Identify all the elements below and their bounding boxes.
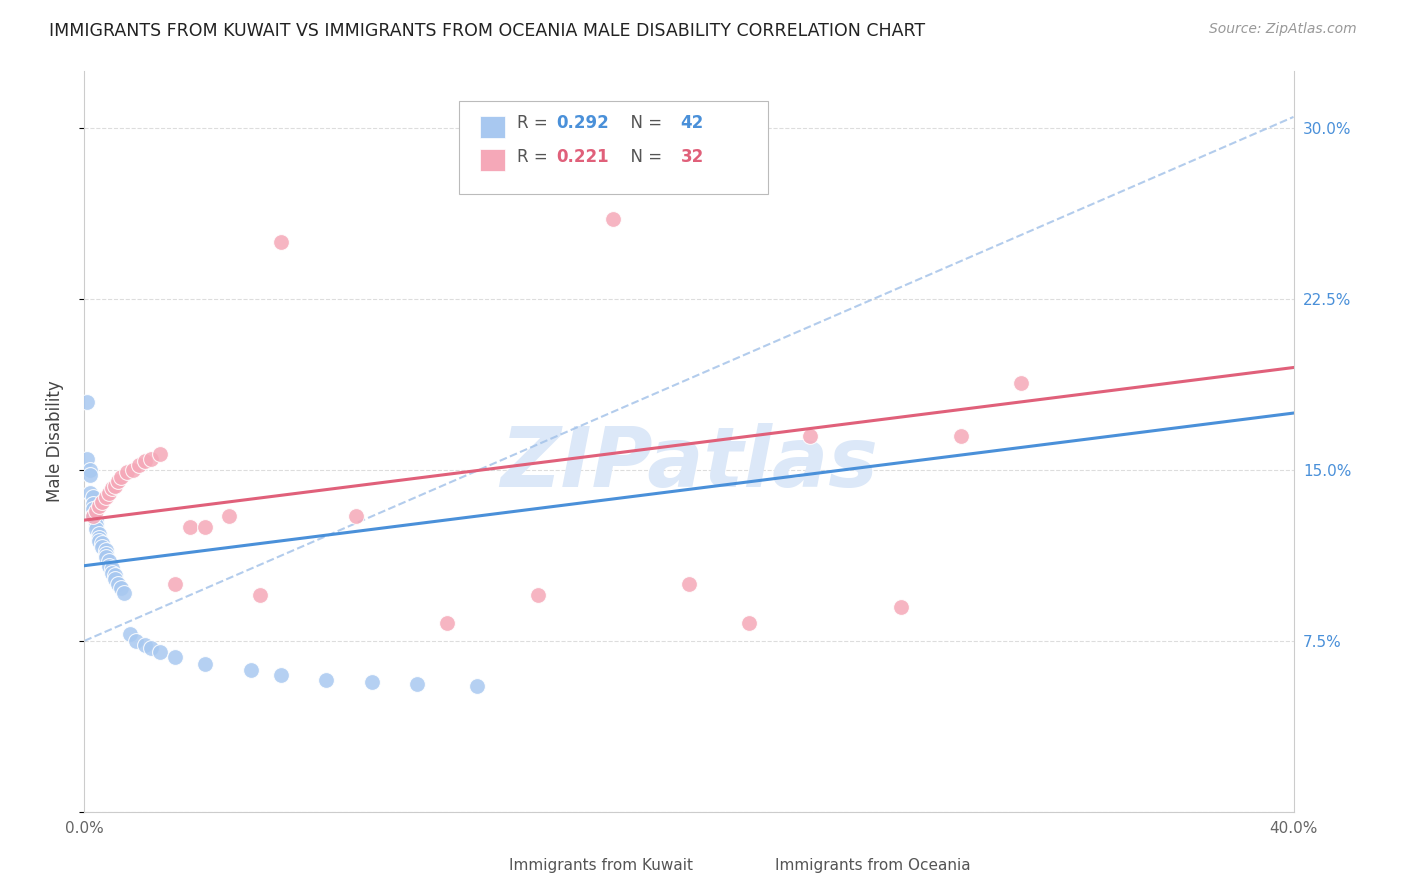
Point bbox=[128, 458, 150, 473]
Point bbox=[79, 467, 101, 482]
Point bbox=[94, 491, 117, 505]
Point bbox=[436, 615, 458, 630]
Text: R =: R = bbox=[517, 114, 553, 132]
Point bbox=[346, 508, 368, 523]
FancyBboxPatch shape bbox=[460, 101, 768, 194]
Point bbox=[194, 657, 217, 671]
Point bbox=[110, 470, 132, 484]
Point bbox=[86, 517, 108, 532]
Point bbox=[97, 558, 120, 573]
Point bbox=[467, 680, 489, 694]
Point bbox=[112, 586, 135, 600]
Point bbox=[104, 567, 127, 582]
Point bbox=[89, 500, 111, 514]
Point bbox=[94, 549, 117, 564]
Point bbox=[239, 664, 262, 678]
Point bbox=[107, 577, 129, 591]
Point bbox=[179, 520, 201, 534]
Point bbox=[100, 566, 122, 580]
Point bbox=[194, 520, 217, 534]
Text: 32: 32 bbox=[681, 147, 704, 166]
Point bbox=[82, 508, 104, 523]
Point bbox=[110, 582, 132, 596]
Point bbox=[270, 235, 292, 250]
Point bbox=[100, 481, 122, 495]
Point bbox=[118, 627, 141, 641]
Point bbox=[125, 633, 148, 648]
Point bbox=[149, 447, 172, 461]
Point bbox=[678, 577, 700, 591]
Bar bbox=[484, 859, 499, 875]
Point bbox=[89, 526, 111, 541]
Point bbox=[94, 542, 117, 557]
Point bbox=[91, 495, 114, 509]
Point bbox=[950, 429, 973, 443]
Point bbox=[82, 491, 104, 505]
Point bbox=[100, 561, 122, 575]
Point bbox=[86, 513, 108, 527]
Point bbox=[890, 599, 912, 614]
Text: Immigrants from Kuwait: Immigrants from Kuwait bbox=[509, 858, 693, 873]
Point bbox=[76, 394, 98, 409]
Point bbox=[270, 668, 292, 682]
Point bbox=[107, 475, 129, 489]
Point bbox=[89, 532, 111, 546]
Point bbox=[134, 454, 156, 468]
Text: 42: 42 bbox=[681, 114, 704, 132]
Point bbox=[94, 547, 117, 561]
Point bbox=[91, 541, 114, 555]
Y-axis label: Male Disability: Male Disability bbox=[45, 381, 63, 502]
Point bbox=[91, 536, 114, 550]
Point bbox=[139, 451, 162, 466]
Point bbox=[86, 504, 108, 518]
Text: N =: N = bbox=[620, 147, 668, 166]
Point bbox=[82, 508, 104, 523]
Point bbox=[1011, 376, 1033, 391]
Text: IMMIGRANTS FROM KUWAIT VS IMMIGRANTS FROM OCEANIA MALE DISABILITY CORRELATION CH: IMMIGRANTS FROM KUWAIT VS IMMIGRANTS FRO… bbox=[49, 22, 925, 40]
Bar bbox=[749, 859, 765, 875]
Point bbox=[218, 508, 240, 523]
Point bbox=[149, 645, 172, 659]
Point bbox=[86, 522, 108, 536]
Point bbox=[76, 451, 98, 466]
Text: R =: R = bbox=[517, 147, 553, 166]
Point bbox=[79, 485, 101, 500]
Bar bbox=[479, 149, 505, 171]
Point bbox=[799, 429, 821, 443]
Point bbox=[527, 588, 550, 602]
Point bbox=[249, 588, 271, 602]
Point bbox=[97, 554, 120, 568]
Bar bbox=[479, 116, 505, 138]
Point bbox=[82, 501, 104, 516]
Point bbox=[165, 577, 187, 591]
Point bbox=[104, 479, 127, 493]
Point bbox=[89, 533, 111, 548]
Point bbox=[115, 465, 138, 479]
Point bbox=[97, 485, 120, 500]
Point bbox=[315, 673, 337, 687]
Text: 0.292: 0.292 bbox=[555, 114, 609, 132]
Point bbox=[79, 463, 101, 477]
Point bbox=[121, 463, 143, 477]
Point bbox=[738, 615, 761, 630]
Point bbox=[104, 573, 127, 587]
Point bbox=[360, 674, 382, 689]
Text: ZIPatlas: ZIPatlas bbox=[501, 423, 877, 504]
Point bbox=[82, 497, 104, 511]
Text: 0.221: 0.221 bbox=[555, 147, 609, 166]
Text: Source: ZipAtlas.com: Source: ZipAtlas.com bbox=[1209, 22, 1357, 37]
Point bbox=[139, 640, 162, 655]
Text: N =: N = bbox=[620, 114, 668, 132]
Point bbox=[134, 639, 156, 653]
Point bbox=[165, 649, 187, 664]
Point bbox=[602, 212, 624, 227]
Text: Immigrants from Oceania: Immigrants from Oceania bbox=[775, 858, 970, 873]
Point bbox=[406, 677, 429, 691]
